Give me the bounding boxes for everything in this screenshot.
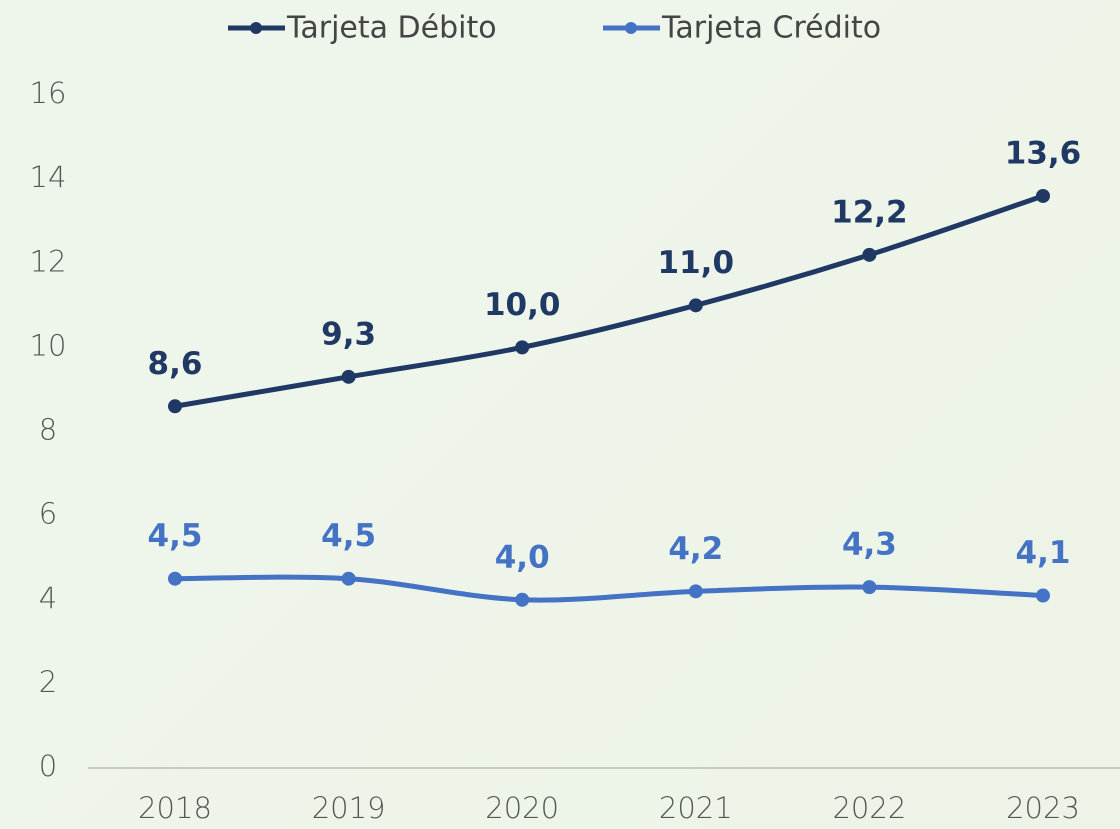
x-tick-label: 2018 — [138, 791, 212, 825]
legend-label: Tarjeta Débito — [286, 11, 497, 46]
series-line — [172, 193, 1046, 409]
data-label: 9,3 — [321, 316, 376, 352]
x-tick-label: 2022 — [832, 791, 906, 825]
data-label: 10,0 — [484, 287, 561, 323]
y-tick-label: 12 — [30, 244, 67, 278]
data-point — [862, 580, 877, 595]
data-label: 8,6 — [148, 346, 203, 382]
data-point — [515, 340, 530, 355]
data-label: 4,5 — [148, 518, 203, 554]
data-label: 12,2 — [831, 194, 908, 230]
legend-marker-dot — [250, 22, 262, 34]
y-tick-label: 6 — [39, 497, 57, 531]
data-point — [1036, 188, 1050, 203]
x-tick-label: 2021 — [659, 791, 733, 825]
data-point — [168, 399, 182, 414]
data-point — [168, 571, 182, 586]
x-tick-label: 2020 — [485, 791, 559, 825]
legend-label: Tarjeta Crédito — [661, 11, 881, 46]
y-tick-label: 16 — [30, 76, 67, 110]
x-tick-label: 2023 — [1006, 791, 1080, 825]
data-label: 13,6 — [1005, 135, 1082, 171]
data-point — [688, 584, 703, 599]
data-label: 4,2 — [668, 531, 723, 567]
data-point — [1036, 588, 1050, 603]
y-tick-label: 14 — [30, 160, 67, 194]
legend-marker-dot — [625, 22, 637, 34]
y-tick-label: 2 — [39, 665, 57, 699]
data-label: 11,0 — [658, 245, 735, 281]
data-label: 4,3 — [842, 527, 897, 563]
data-point — [341, 369, 356, 384]
y-tick-label: 4 — [39, 581, 57, 615]
y-tick-label: 8 — [39, 413, 57, 447]
data-point — [862, 247, 877, 262]
data-point — [515, 592, 530, 607]
data-point — [341, 571, 356, 586]
data-label: 4,1 — [1016, 535, 1071, 571]
series-line — [172, 574, 1046, 603]
data-label: 4,5 — [321, 518, 376, 554]
y-tick-label: 0 — [39, 749, 57, 783]
data-point — [688, 298, 703, 313]
x-tick-label: 2019 — [312, 791, 386, 825]
data-label: 4,0 — [495, 539, 550, 575]
y-tick-label: 10 — [30, 328, 67, 362]
